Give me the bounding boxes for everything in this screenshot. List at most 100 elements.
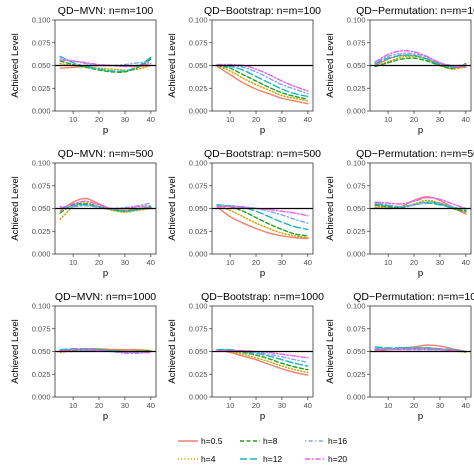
x-tick-label: 20 — [410, 115, 418, 124]
legend-label: h=0.5 — [201, 436, 223, 446]
x-tick-label: 30 — [278, 115, 286, 124]
y-tick-label: 0.000 — [32, 107, 51, 116]
y-tick-label: 0.075 — [189, 38, 208, 47]
y-tick-label: 0.075 — [189, 181, 208, 190]
y-axis-label: Achieved Level — [325, 33, 336, 97]
series-line-h-8 — [374, 57, 467, 69]
legend: h=0.5 h=4 h=8 h=12 h=16 h=20 — [178, 436, 347, 464]
x-axis-label: p — [260, 268, 265, 279]
panel-title: QD−Permutation: n=m=100 — [356, 5, 474, 17]
x-axis-label: p — [418, 125, 423, 136]
series-line-h-0_5 — [216, 205, 309, 240]
x-axis-label: p — [418, 411, 423, 422]
x-tick-label: 10 — [226, 401, 234, 410]
y-tick-label: 0.050 — [32, 204, 51, 213]
x-tick-label: 30 — [121, 115, 129, 124]
x-tick-label: 10 — [226, 115, 234, 124]
x-tick-label: 20 — [252, 115, 260, 124]
series-line-h-0_5 — [216, 65, 309, 105]
y-axis-label: Achieved Level — [325, 176, 336, 240]
x-tick-label: 20 — [95, 115, 103, 124]
x-tick-label: 40 — [304, 115, 312, 124]
x-tick-label: 30 — [121, 258, 129, 267]
series-line-h-20 — [216, 63, 309, 92]
x-tick-label: 30 — [436, 115, 444, 124]
y-tick-label: 0.050 — [189, 347, 208, 356]
legend-label: h=8 — [263, 436, 278, 446]
x-tick-label: 40 — [147, 115, 155, 124]
x-tick-label: 10 — [69, 258, 77, 267]
series-line-h-12 — [374, 346, 467, 353]
y-tick-label: 0.025 — [189, 370, 208, 379]
y-tick-label: 0.050 — [347, 61, 366, 70]
x-axis-label: p — [103, 268, 108, 279]
x-tick-label: 20 — [95, 258, 103, 267]
x-tick-label: 40 — [304, 258, 312, 267]
y-axis-label: Achieved Level — [167, 33, 178, 97]
series-line-h-16 — [216, 205, 309, 224]
y-tick-label: 0.025 — [347, 370, 366, 379]
y-axis-label: Achieved Level — [10, 319, 21, 383]
y-tick-label: 0.000 — [189, 393, 208, 402]
panel-1: QD−MVN: n=m=100 0.000 0.025 0.050 0.075 0.100… — [10, 5, 157, 136]
y-tick-label: 0.050 — [347, 204, 366, 213]
panel-title: QD−MVN: n=m=1000 — [55, 291, 156, 303]
y-tick-label: 0.025 — [32, 370, 51, 379]
legend-item: h=4 — [178, 454, 216, 464]
series-line-h-12 — [216, 64, 309, 98]
y-tick-label: 0.025 — [189, 84, 208, 93]
panel-title: QD−MVN: n=m=100 — [58, 5, 154, 17]
x-tick-label: 20 — [252, 401, 260, 410]
series-line-h-16 — [216, 64, 309, 95]
x-tick-label: 30 — [436, 401, 444, 410]
y-tick-label: 0.050 — [32, 61, 51, 70]
x-axis-label: p — [103, 411, 108, 422]
panel-title: QD−Bootstrap: n=m=1000 — [201, 291, 324, 303]
series-line-h-20 — [59, 200, 152, 210]
y-tick-label: 0.000 — [347, 107, 366, 116]
panel-2: QD−Bootstrap: n=m=100 0.000 0.025 0.050 0.07… — [167, 5, 321, 136]
series-line-h-4 — [216, 64, 309, 102]
series-line-h-8 — [59, 58, 152, 73]
x-tick-label: 10 — [69, 401, 77, 410]
panel-7: QD−MVN: n=m=1000 0.000 0.025 0.050 0.075 0.10… — [10, 291, 157, 422]
x-tick-label: 20 — [95, 401, 103, 410]
series-line-h-4 — [374, 199, 467, 213]
y-tick-label: 0.100 — [32, 16, 51, 25]
series-line-h-20 — [374, 196, 467, 210]
y-tick-label: 0.075 — [347, 324, 366, 333]
y-tick-label: 0.100 — [189, 302, 208, 311]
y-axis-label: Achieved Level — [167, 319, 178, 383]
y-tick-label: 0.000 — [32, 393, 51, 402]
panel-title: QD−Permutation: n=m=500 — [356, 148, 474, 160]
y-tick-label: 0.050 — [32, 347, 51, 356]
x-tick-label: 10 — [69, 115, 77, 124]
series-line-h-12 — [216, 348, 309, 367]
series-line-h-16 — [374, 52, 467, 67]
x-tick-label: 40 — [462, 258, 470, 267]
y-tick-label: 0.100 — [32, 302, 51, 311]
legend-item: h=12 — [240, 454, 282, 464]
series-line-h-16 — [59, 202, 152, 210]
y-tick-label: 0.025 — [347, 84, 366, 93]
y-tick-label: 0.100 — [189, 16, 208, 25]
x-tick-label: 40 — [462, 115, 470, 124]
x-axis-label: p — [103, 125, 108, 136]
legend-label: h=16 — [328, 436, 347, 446]
panel-title: QD−Permutation: n=m=1000 — [353, 291, 474, 303]
y-tick-label: 0.100 — [347, 302, 366, 311]
series-line-h-12 — [374, 54, 467, 69]
y-tick-label: 0.100 — [347, 159, 366, 168]
series-line-h-20 — [374, 50, 467, 68]
x-tick-label: 10 — [226, 258, 234, 267]
x-tick-label: 30 — [436, 258, 444, 267]
legend-label: h=20 — [328, 454, 347, 464]
y-tick-label: 0.025 — [347, 227, 366, 236]
y-tick-label: 0.100 — [347, 16, 366, 25]
x-axis-label: p — [260, 411, 265, 422]
y-tick-label: 0.075 — [32, 181, 51, 190]
x-tick-label: 40 — [462, 401, 470, 410]
y-tick-label: 0.025 — [32, 227, 51, 236]
y-tick-label: 0.100 — [32, 159, 51, 168]
y-tick-label: 0.050 — [347, 347, 366, 356]
